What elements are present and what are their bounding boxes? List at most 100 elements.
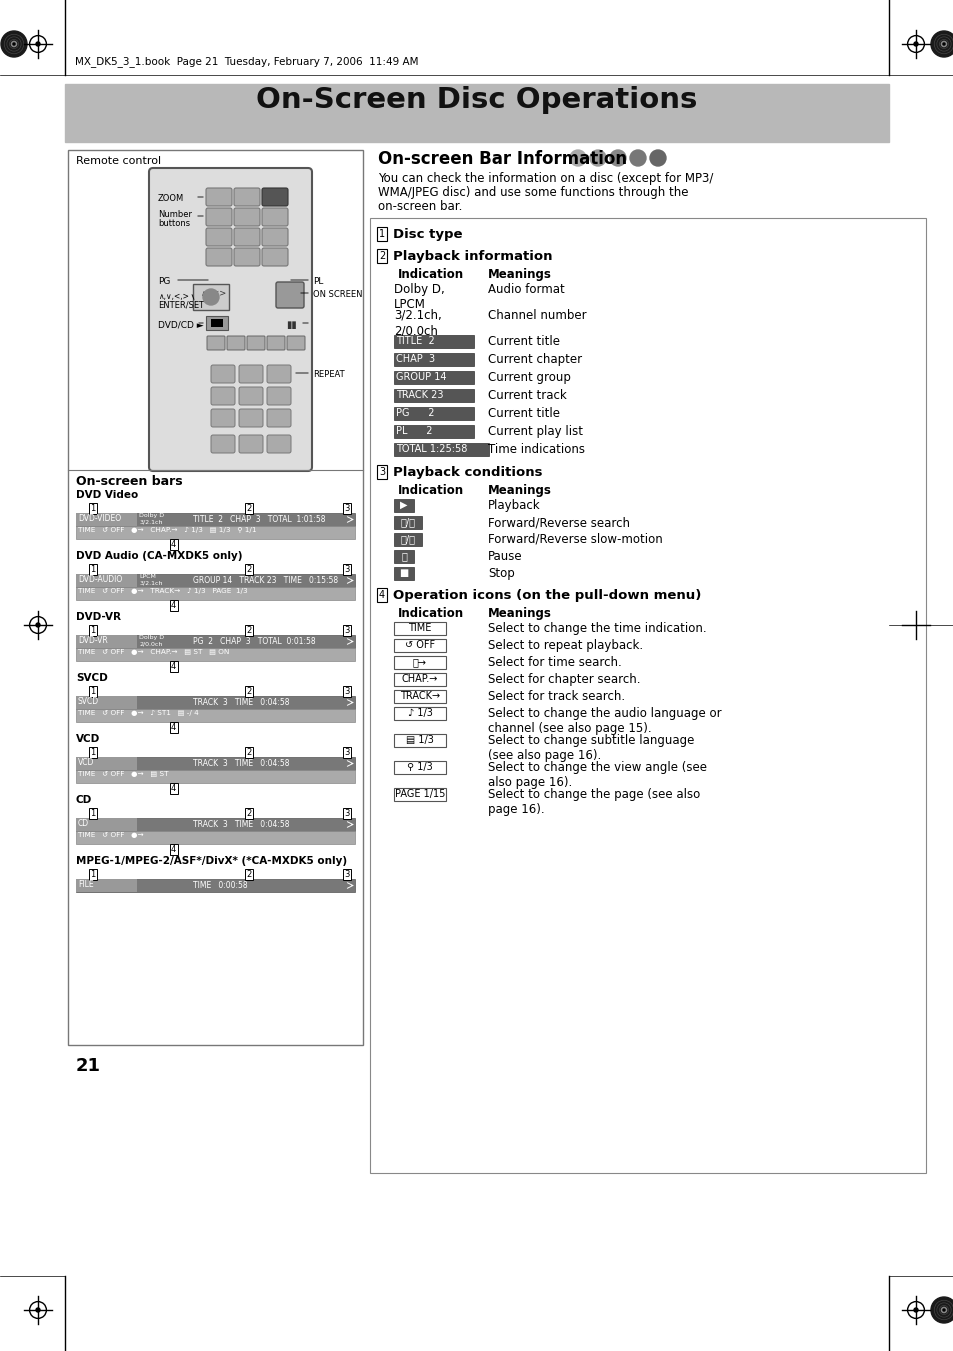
FancyBboxPatch shape <box>262 188 288 205</box>
Bar <box>76 635 355 648</box>
Circle shape <box>609 150 625 166</box>
Bar <box>394 534 421 546</box>
Text: 2: 2 <box>378 251 385 261</box>
Bar <box>76 574 355 586</box>
Text: Current chapter: Current chapter <box>488 353 581 366</box>
Bar <box>394 443 489 457</box>
Circle shape <box>930 1297 953 1323</box>
Text: 4: 4 <box>171 601 176 611</box>
FancyBboxPatch shape <box>233 228 260 246</box>
Text: Select for chapter search.: Select for chapter search. <box>488 673 639 686</box>
Text: 4: 4 <box>171 723 176 732</box>
Text: MPEG-1/MPEG-2/ASF*/DivX* (*CA-MXDK5 only): MPEG-1/MPEG-2/ASF*/DivX* (*CA-MXDK5 only… <box>76 857 347 866</box>
Text: 4: 4 <box>171 844 176 854</box>
Text: ∧∨<>: ∧∨<> <box>201 289 227 299</box>
FancyBboxPatch shape <box>233 208 260 226</box>
Text: Channel number: Channel number <box>488 309 586 322</box>
Text: 3/2.1ch,
2/0.0ch: 3/2.1ch, 2/0.0ch <box>394 309 441 336</box>
Text: ↺ OFF: ↺ OFF <box>404 640 435 650</box>
FancyBboxPatch shape <box>239 365 263 382</box>
Bar <box>76 648 355 661</box>
Text: TRACK  3   TIME   0:04:58: TRACK 3 TIME 0:04:58 <box>193 759 290 767</box>
Text: Audio format: Audio format <box>488 282 564 296</box>
Text: DVD/CD ►: DVD/CD ► <box>158 320 203 330</box>
Text: 3: 3 <box>378 467 385 477</box>
Text: Current title: Current title <box>488 407 559 420</box>
FancyBboxPatch shape <box>239 386 263 405</box>
Circle shape <box>941 1308 945 1313</box>
Text: Remote control: Remote control <box>76 155 161 166</box>
FancyBboxPatch shape <box>267 336 285 350</box>
Bar <box>394 707 446 720</box>
Bar <box>394 567 414 580</box>
Circle shape <box>930 31 953 57</box>
Text: PL: PL <box>313 277 323 286</box>
Bar <box>394 639 446 653</box>
Text: Select to change the audio language or
channel (see also page 15).: Select to change the audio language or c… <box>488 707 720 735</box>
Text: FILE: FILE <box>78 880 93 889</box>
Text: Indication: Indication <box>397 607 464 620</box>
Text: VCD: VCD <box>76 734 100 744</box>
Bar <box>394 734 446 747</box>
Text: Dolby D
3/2.1ch: Dolby D 3/2.1ch <box>139 513 164 524</box>
Text: 4: 4 <box>171 784 176 793</box>
Text: PG  2   CHAP  3   TOTAL  0:01:58: PG 2 CHAP 3 TOTAL 0:01:58 <box>193 638 315 646</box>
Text: GROUP 14   TRACK 23   TIME   0:15:58: GROUP 14 TRACK 23 TIME 0:15:58 <box>193 576 338 585</box>
Text: ZOOM: ZOOM <box>158 195 184 203</box>
FancyBboxPatch shape <box>275 282 304 308</box>
Circle shape <box>942 43 944 45</box>
Text: 2: 2 <box>246 870 252 880</box>
Text: ▶: ▶ <box>400 500 407 509</box>
Text: DVD-VIDEO: DVD-VIDEO <box>78 513 121 523</box>
FancyBboxPatch shape <box>207 336 225 350</box>
Text: ▤ 1/3: ▤ 1/3 <box>406 735 434 744</box>
Text: TRACK  3   TIME   0:04:58: TRACK 3 TIME 0:04:58 <box>193 698 290 707</box>
Text: 21: 21 <box>76 1056 101 1075</box>
Bar <box>76 526 355 539</box>
Text: PG      2: PG 2 <box>395 408 434 417</box>
Bar <box>193 284 229 309</box>
Text: 2: 2 <box>246 565 252 574</box>
Bar <box>76 757 137 770</box>
Text: Current track: Current track <box>488 389 566 403</box>
Bar <box>76 757 355 770</box>
Bar <box>76 770 355 784</box>
Text: Select to change the time indication.: Select to change the time indication. <box>488 621 706 635</box>
Text: ⏭/⏮: ⏭/⏮ <box>400 534 416 544</box>
Text: 2: 2 <box>246 626 252 635</box>
Text: PAGE 1/15: PAGE 1/15 <box>395 789 445 798</box>
FancyBboxPatch shape <box>211 365 234 382</box>
Text: ⏩/⏪: ⏩/⏪ <box>400 517 416 527</box>
Bar <box>394 516 421 530</box>
Text: MX_DK5_3_1.book  Page 21  Tuesday, February 7, 2006  11:49 AM: MX_DK5_3_1.book Page 21 Tuesday, Februar… <box>75 55 418 68</box>
Bar <box>76 513 355 526</box>
Text: Indication: Indication <box>397 267 464 281</box>
Text: Disc type: Disc type <box>393 228 462 240</box>
Text: SVCD: SVCD <box>76 673 108 684</box>
Circle shape <box>13 43 15 45</box>
FancyBboxPatch shape <box>206 249 232 266</box>
Text: TIME: TIME <box>408 623 432 634</box>
Text: Playback information: Playback information <box>393 250 552 263</box>
Text: On-screen Bar Information: On-screen Bar Information <box>377 150 626 168</box>
Text: Current title: Current title <box>488 335 559 349</box>
Bar <box>76 817 355 831</box>
Text: Select for time search.: Select for time search. <box>488 657 621 669</box>
Text: Current group: Current group <box>488 372 570 384</box>
Bar <box>76 513 137 526</box>
Text: Meanings: Meanings <box>488 607 551 620</box>
Bar <box>394 389 474 403</box>
Text: CHAP  3: CHAP 3 <box>395 354 435 363</box>
FancyBboxPatch shape <box>227 336 245 350</box>
Text: 1: 1 <box>378 230 385 239</box>
Circle shape <box>1 31 27 57</box>
Bar <box>394 499 414 512</box>
Bar <box>76 635 137 648</box>
Text: TIME   ↺ OFF   ●→   CHAP.→   ♪ 1/3   ▤ 1/3   ⚲ 1/1: TIME ↺ OFF ●→ CHAP.→ ♪ 1/3 ▤ 1/3 ⚲ 1/1 <box>78 527 256 534</box>
Bar <box>76 880 355 892</box>
Text: Indication: Indication <box>397 484 464 497</box>
Bar <box>394 788 446 801</box>
Text: TIME   0:00:58: TIME 0:00:58 <box>193 881 248 890</box>
Text: ENTER/SET: ENTER/SET <box>158 300 204 309</box>
Circle shape <box>36 1308 40 1312</box>
